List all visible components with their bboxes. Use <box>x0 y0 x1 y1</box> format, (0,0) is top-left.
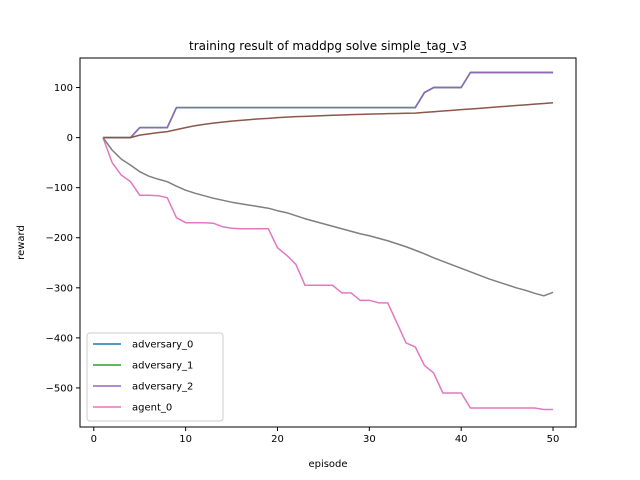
x-tick-label: 40 <box>455 434 468 445</box>
x-tick-label: 30 <box>363 434 376 445</box>
x-tick-label: 50 <box>547 434 560 445</box>
x-tick-label: 0 <box>91 434 97 445</box>
chart-title: training result of maddpg solve simple_t… <box>189 39 467 53</box>
y-tick-label: −100 <box>46 183 73 194</box>
y-tick-label: −300 <box>46 283 73 294</box>
y-axis-title: reward <box>16 225 27 260</box>
x-tick-label: 20 <box>271 434 284 445</box>
y-tick-label: −500 <box>46 383 73 394</box>
plot-frame <box>79 57 577 428</box>
x-tick-label: 10 <box>179 434 192 445</box>
series-line-series-5 <box>102 137 554 297</box>
series-line-agent_0 <box>102 137 554 411</box>
y-axis: −500 −400 −300 −200 −100 0 100 <box>46 83 80 394</box>
y-tick-label: 0 <box>67 133 73 144</box>
legend-label-adversary_2: adversary_2 <box>132 382 193 393</box>
y-tick-label: −200 <box>46 233 73 244</box>
legend: adversary_0 adversary_1 adversary_2 agent_0 <box>86 332 224 422</box>
legend-label-adversary_0: adversary_0 <box>132 340 193 351</box>
x-axis: 0 10 20 30 40 50 <box>91 427 560 445</box>
series-line-adversary_2 <box>102 71 554 139</box>
y-tick-label: 100 <box>54 83 73 94</box>
x-axis-title: episode <box>308 459 347 470</box>
legend-label-agent_0: agent_0 <box>132 403 172 414</box>
y-tick-label: −400 <box>46 333 73 344</box>
legend-box <box>86 332 224 422</box>
series-layer <box>102 71 554 411</box>
legend-label-adversary_1: adversary_1 <box>132 361 193 372</box>
series-line-series-4 <box>102 102 554 139</box>
